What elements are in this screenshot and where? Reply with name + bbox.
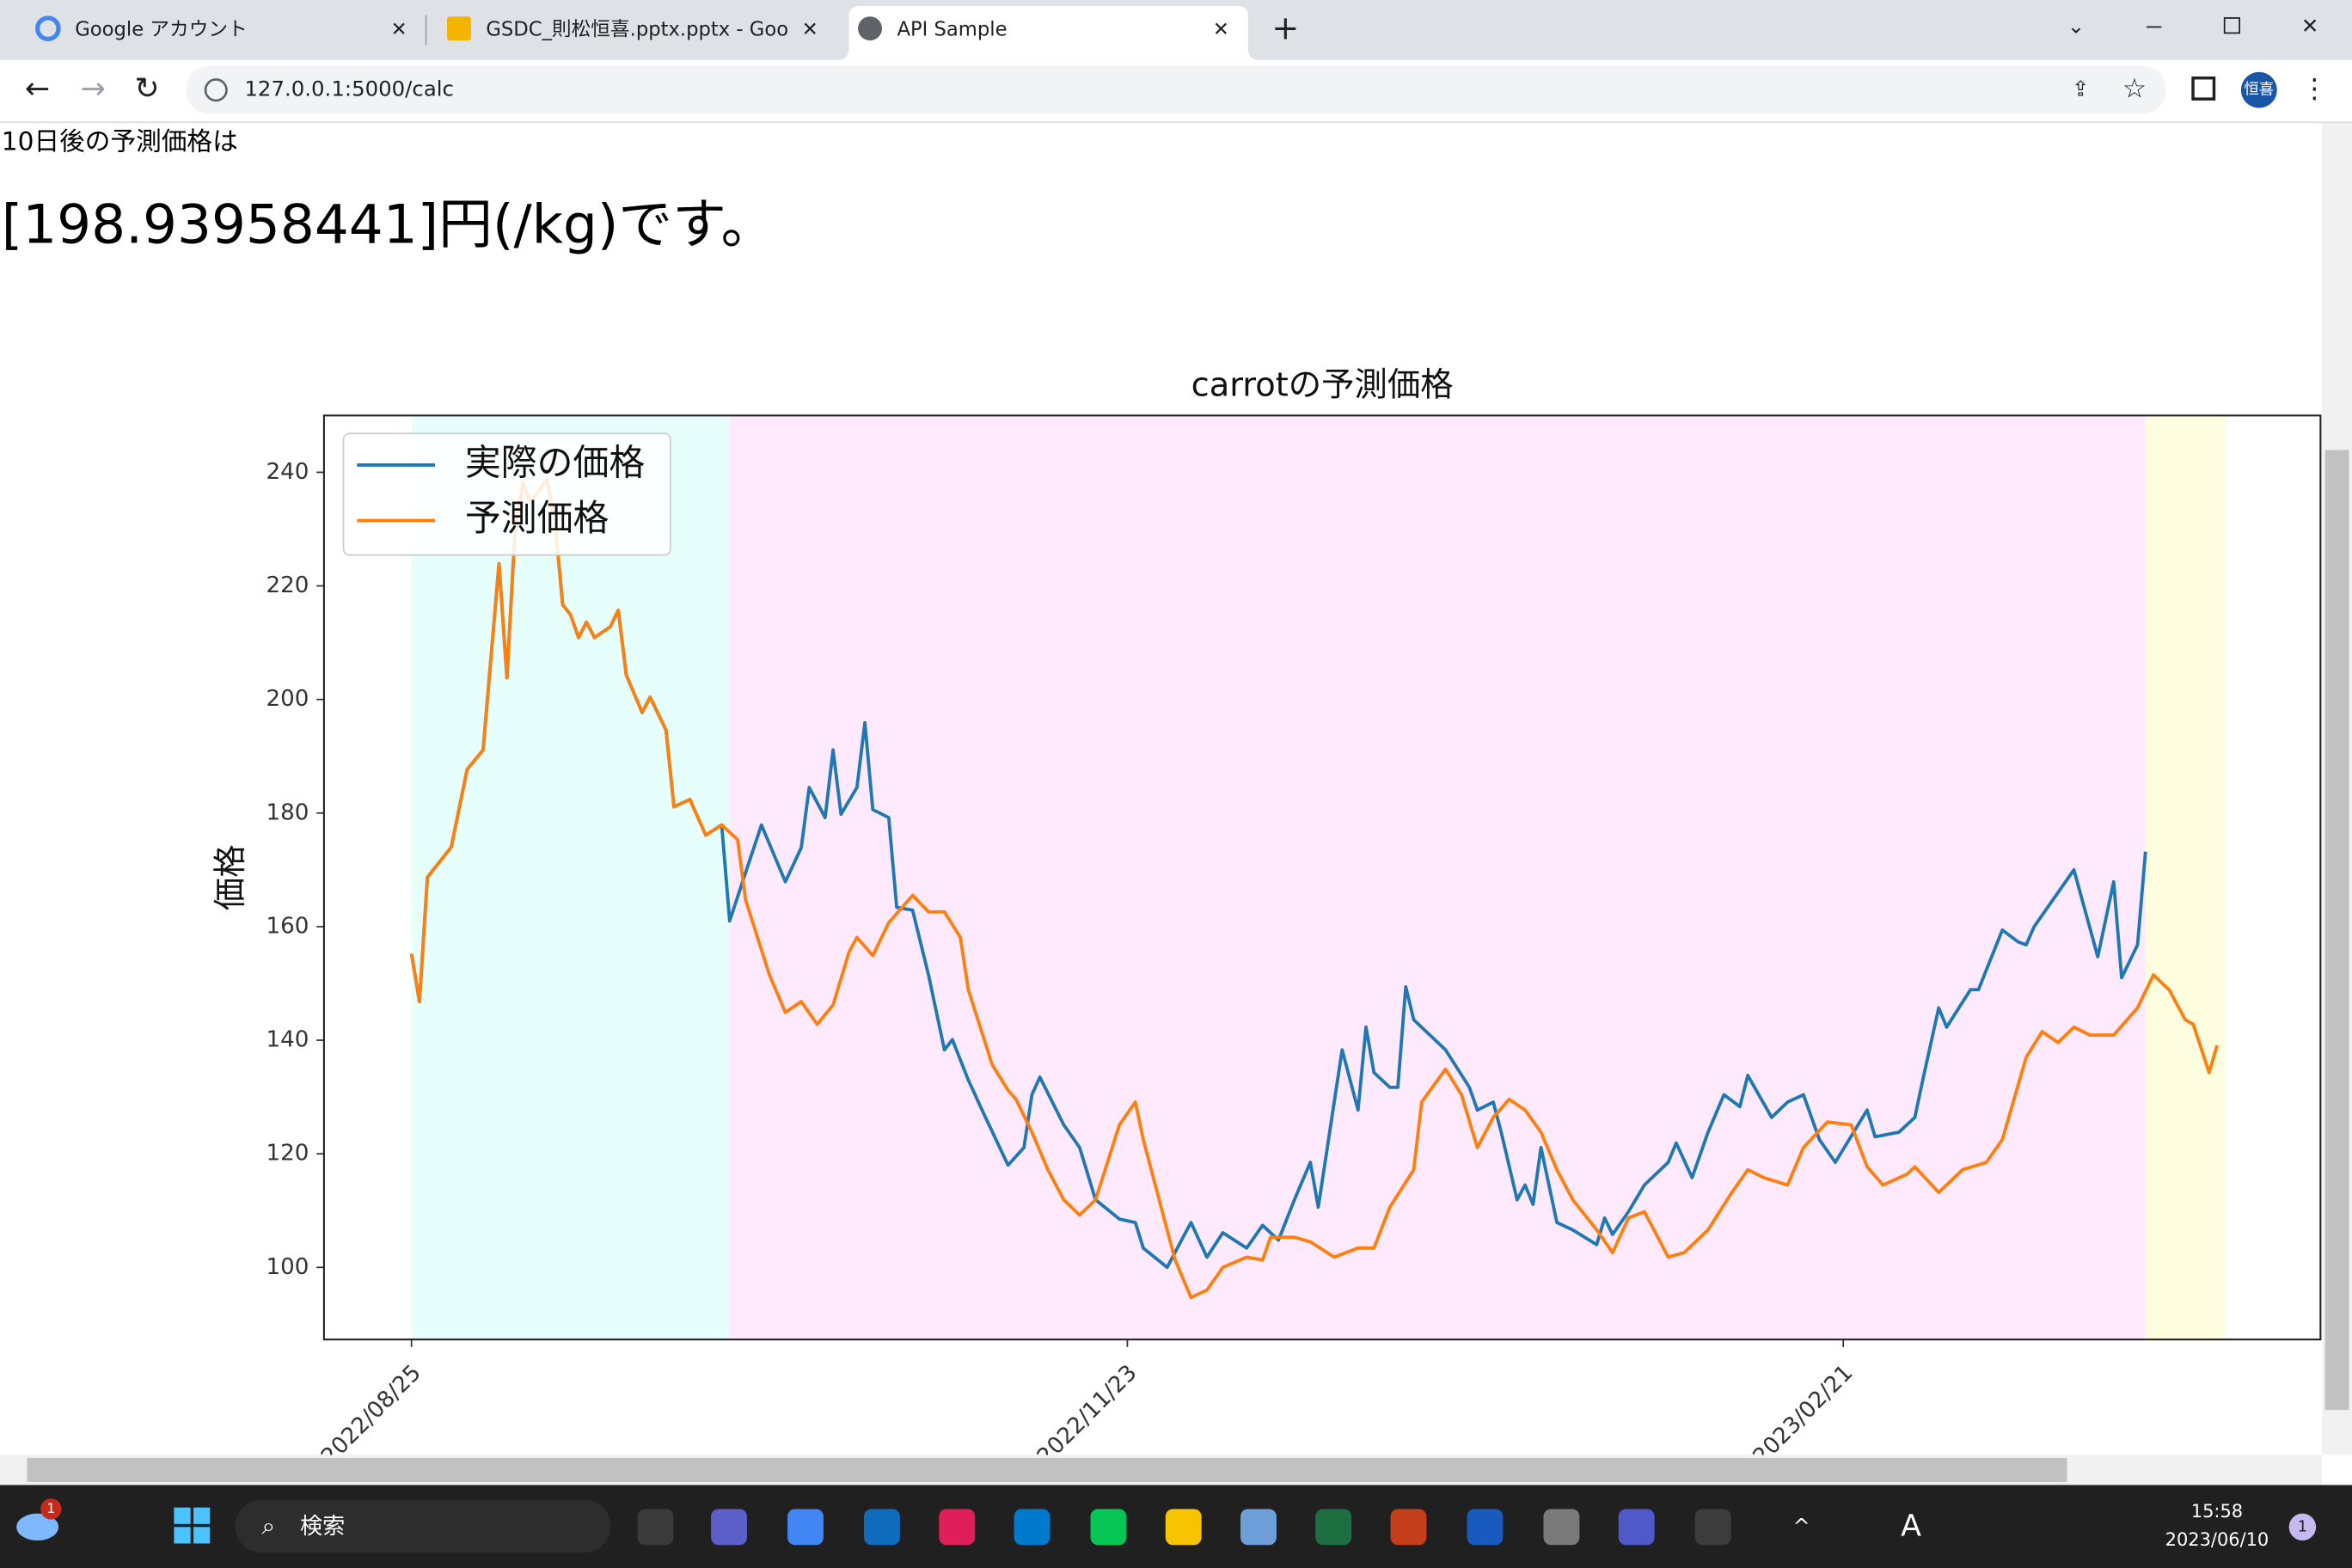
y-tick-label: 100 <box>266 1254 309 1280</box>
y-tick-label: 140 <box>266 1027 309 1053</box>
app-icon[interactable] <box>1315 1509 1352 1546</box>
highlight-span <box>729 415 2146 1340</box>
x-tick-label: 2022/11/23 <box>1032 1360 1142 1470</box>
new-tab[interactable]: + <box>1271 9 1299 47</box>
app-icons <box>637 1509 1731 1546</box>
app-icon[interactable] <box>1014 1509 1050 1546</box>
app-icon[interactable] <box>787 1509 824 1546</box>
share[interactable]: ⇪ <box>2072 77 2089 101</box>
scroll-thumb[interactable] <box>27 1458 2067 1482</box>
notification-count: 1 <box>2298 1518 2307 1535</box>
chart-title: carrotの予測価格 <box>1191 366 1454 405</box>
x-tick-label: 2023/02/21 <box>1749 1360 1859 1470</box>
tab[interactable]: Google アカウント ✕ <box>35 15 407 41</box>
clock-time[interactable]: 15:58 <box>2191 1501 2243 1522</box>
site-info[interactable] <box>204 78 228 102</box>
app-icon[interactable] <box>637 1509 674 1546</box>
tab-close[interactable]: ✕ <box>1213 18 1229 40</box>
tab-search[interactable]: ⌄ <box>2067 13 2085 38</box>
search-icon: ⌕ <box>262 1511 276 1540</box>
highlight-span <box>2145 415 2226 1340</box>
reload[interactable]: ↻ <box>134 72 159 107</box>
clock-date[interactable]: 2023/06/10 <box>2165 1529 2269 1550</box>
search-box[interactable] <box>235 1499 611 1553</box>
bookmark[interactable]: ☆ <box>2122 74 2147 105</box>
app-icon[interactable] <box>1240 1509 1277 1546</box>
tab-close[interactable]: ✕ <box>802 18 818 40</box>
result-value: [198.93958441]円(/kg)です。 <box>2 193 775 255</box>
app-icon[interactable] <box>864 1509 900 1546</box>
tab-icon <box>446 16 471 41</box>
tab-icon <box>858 16 882 41</box>
back[interactable]: ← <box>25 72 50 107</box>
legend-label: 予測価格 <box>465 497 609 539</box>
weather-icon[interactable] <box>16 1513 59 1541</box>
restore[interactable] <box>2223 17 2241 34</box>
tray-overflow[interactable]: ^ <box>1792 1513 1810 1538</box>
legend-label: 実際の価格 <box>465 441 645 483</box>
y-tick-label: 180 <box>266 799 309 825</box>
app-icon[interactable] <box>1467 1509 1504 1546</box>
result-caption: 10日後の予測価格は <box>2 126 238 156</box>
active-tab[interactable] <box>836 5 1260 60</box>
y-axis-label: 価格 <box>211 844 250 910</box>
menu[interactable]: ⋮ <box>2301 74 2328 105</box>
series-line <box>409 478 2219 1300</box>
search-placeholder[interactable]: 検索 <box>300 1514 345 1540</box>
app-icon[interactable] <box>1618 1509 1655 1546</box>
tab[interactable]: GSDC_則松恒喜.pptx.pptx - Goog ✕ <box>446 16 818 41</box>
tab-title[interactable]: API Sample <box>897 18 1007 40</box>
ime[interactable]: A <box>1901 1509 1921 1543</box>
notifications[interactable] <box>2288 1513 2317 1541</box>
start-button[interactable] <box>174 1507 211 1544</box>
y-tick-label: 120 <box>266 1141 309 1167</box>
y-tick-label: 240 <box>266 459 309 485</box>
tab-title[interactable]: Google アカウント <box>75 18 248 40</box>
tab-icon <box>35 15 61 41</box>
app-icon[interactable] <box>1090 1509 1127 1546</box>
profile[interactable] <box>2240 71 2277 108</box>
y-tick-label: 160 <box>266 913 309 939</box>
badge <box>40 1498 62 1520</box>
side-panel[interactable] <box>2191 76 2216 101</box>
url[interactable]: 127.0.0.1:5000/calc <box>244 77 454 101</box>
app-icon[interactable] <box>1165 1509 1202 1546</box>
x-tick-label: 2022/08/25 <box>316 1360 426 1470</box>
app-icon[interactable] <box>711 1509 747 1546</box>
profile-name[interactable]: 恒喜 <box>2244 82 2274 99</box>
y-tick-label: 220 <box>266 573 309 598</box>
page-content: 10日後の予測価格は [198.93958441]円(/kg)です。 carro… <box>2 126 2322 1470</box>
forward[interactable]: → <box>81 72 106 107</box>
close-window[interactable]: ✕ <box>2301 13 2318 38</box>
scroll-thumb[interactable] <box>2324 450 2349 1411</box>
highlight-span <box>411 415 730 1340</box>
badge-count: 1 <box>46 1500 55 1516</box>
omnibox[interactable] <box>186 65 2166 114</box>
app-icon[interactable] <box>939 1509 976 1546</box>
app-icon[interactable] <box>1390 1509 1427 1546</box>
tab-close[interactable]: ✕ <box>391 18 407 40</box>
app-icon[interactable] <box>1694 1509 1731 1546</box>
tab-title[interactable]: GSDC_則松恒喜.pptx.pptx - Goog <box>486 18 800 40</box>
plot-frame <box>322 414 2322 1341</box>
app-icon[interactable] <box>1543 1509 1580 1546</box>
y-tick-label: 200 <box>266 686 309 712</box>
